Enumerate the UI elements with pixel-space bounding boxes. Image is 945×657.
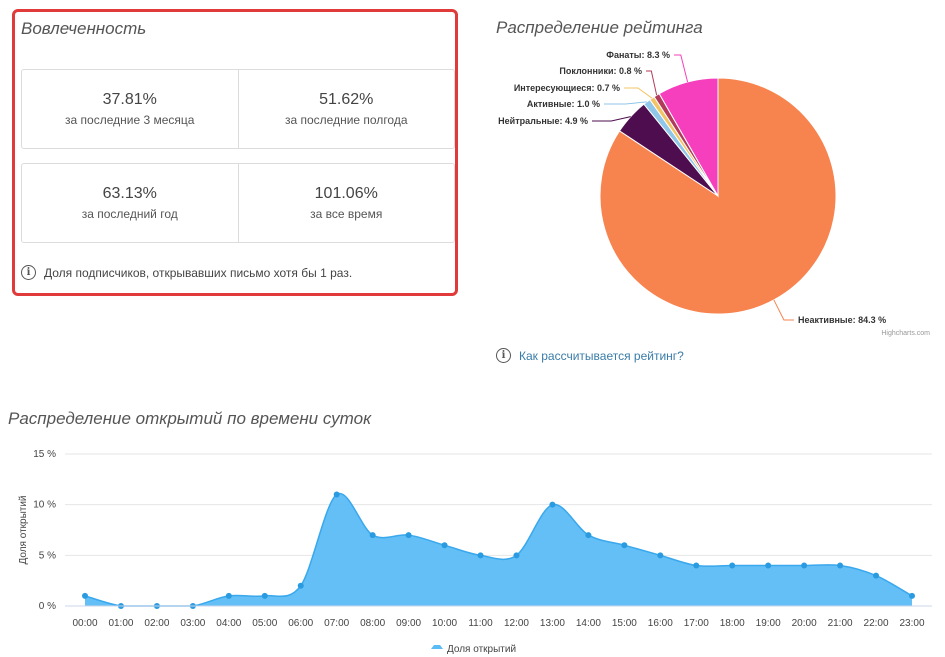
x-tick-label: 22:00 — [864, 618, 889, 629]
pie-connector — [592, 116, 631, 122]
pie-data-label: Неактивные: 84.3 % — [798, 315, 886, 325]
metric-value: 51.62% — [319, 91, 374, 108]
metric-label: за последний год — [81, 207, 178, 221]
legend-item-label[interactable]: Доля открытий — [447, 644, 516, 655]
data-point[interactable] — [693, 562, 700, 569]
x-tick-label: 06:00 — [288, 618, 313, 629]
data-point[interactable] — [873, 572, 880, 579]
data-point[interactable] — [621, 542, 628, 549]
rating-title: Распределение рейтинга — [496, 18, 703, 37]
x-tick-label: 07:00 — [324, 618, 349, 629]
pie-data-label: Активные: 1.0 % — [527, 99, 600, 109]
x-tick-label: 14:00 — [576, 618, 601, 629]
metric-label: за все время — [310, 207, 383, 221]
data-point[interactable] — [82, 592, 88, 599]
chart-credits: Highcharts.com — [881, 330, 930, 337]
engagement-note-text: Доля подписчиков, открывавших письмо хот… — [44, 265, 353, 280]
y-tick-label: 0 % — [39, 601, 56, 612]
engagement-card: Вовлеченность 37.81% за последние 3 меся… — [12, 9, 458, 296]
x-tick-label: 05:00 — [252, 618, 277, 629]
metric-all-time: 101.06% за все время — [237, 164, 455, 242]
data-point[interactable] — [837, 562, 844, 569]
pie-connector — [624, 87, 653, 99]
pie-slice[interactable] — [658, 77, 719, 198]
x-tick-label: 11:00 — [468, 618, 493, 629]
x-tick-label: 17:00 — [684, 618, 709, 629]
x-tick-label: 23:00 — [899, 618, 924, 629]
metrics-row-1: 37.81% за последние 3 месяца 51.62% за п… — [21, 69, 455, 149]
data-point[interactable] — [909, 592, 915, 599]
rating-help-link[interactable]: Как рассчитывается рейтинг? — [519, 348, 684, 363]
metric-half-year: 51.62% за последние полгода — [237, 70, 455, 148]
pie-connector — [604, 101, 647, 105]
legend-symbol-icon[interactable] — [431, 645, 443, 649]
metric-value: 101.06% — [314, 185, 378, 202]
data-point[interactable] — [333, 491, 340, 498]
x-tick-label: 18:00 — [720, 618, 745, 629]
rating-pie-chart: Неактивные: 84.3 % Нейтральные: 4.9 % Акти… — [498, 50, 930, 337]
x-tick-label: 03:00 — [180, 618, 205, 629]
engagement-note: i Доля подписчиков, открывавших письмо х… — [21, 265, 352, 280]
data-point[interactable] — [297, 582, 304, 589]
data-point[interactable] — [261, 592, 268, 599]
metrics-row-2: 63.13% за последний год 101.06% за все в… — [21, 163, 455, 243]
area-fill — [85, 493, 912, 606]
pie-connector — [674, 54, 689, 83]
data-point[interactable] — [801, 562, 808, 569]
pie-data-label: Фанаты: 8.3 % — [606, 50, 670, 60]
metric-label: за последние полгода — [284, 113, 408, 127]
data-point[interactable] — [405, 532, 412, 539]
pie-data-label: Интересующиеся: 0.7 % — [514, 83, 620, 93]
data-point[interactable] — [225, 592, 232, 599]
y-tick-label: 5 % — [39, 550, 56, 561]
data-point[interactable] — [585, 532, 592, 539]
engagement-title: Вовлеченность — [21, 19, 147, 38]
metric-label: за последние 3 месяца — [65, 113, 195, 127]
data-point[interactable] — [549, 501, 556, 508]
x-tick-label: 13:00 — [540, 618, 565, 629]
x-tick-label: 01:00 — [108, 618, 133, 629]
x-tick-label: 08:00 — [360, 618, 385, 629]
x-tick-label: 12:00 — [504, 618, 529, 629]
y-tick-label: 10 % — [33, 500, 56, 511]
metric-year: 63.13% за последний год — [22, 164, 238, 242]
hours-area-chart: 0 % 5 % 10 % 15 % Доля открытий 00:00 01:00 02:… — [18, 449, 932, 655]
x-tick-label: 21:00 — [828, 618, 853, 629]
rating-help: i Как рассчитывается рейтинг? — [496, 348, 684, 363]
y-axis-label: Доля открытий — [18, 495, 29, 564]
data-point[interactable] — [657, 552, 664, 559]
metric-value: 37.81% — [102, 91, 157, 108]
pie-data-label: Поклонники: 0.8 % — [559, 66, 642, 76]
data-point[interactable] — [441, 542, 448, 549]
data-point[interactable] — [369, 532, 376, 539]
metric-3-months: 37.81% за последние 3 месяца — [22, 70, 238, 148]
x-tick-label: 19:00 — [756, 618, 781, 629]
data-point[interactable] — [765, 562, 772, 569]
x-tick-label: 16:00 — [648, 618, 673, 629]
data-point[interactable] — [513, 552, 520, 559]
x-tick-label: 04:00 — [216, 618, 241, 629]
hours-title: Распределение открытий по времени суток — [8, 409, 372, 428]
x-tick-label: 02:00 — [144, 618, 169, 629]
x-tick-label: 00:00 — [72, 618, 97, 629]
metric-value: 63.13% — [102, 185, 157, 202]
x-tick-label: 09:00 — [396, 618, 421, 629]
x-tick-label: 10:00 — [432, 618, 457, 629]
y-tick-label: 15 % — [33, 449, 56, 460]
x-tick-label: 20:00 — [792, 618, 817, 629]
pie-connector — [646, 70, 658, 96]
info-icon: i — [496, 348, 511, 363]
data-point[interactable] — [729, 562, 736, 569]
data-point[interactable] — [477, 552, 484, 559]
x-tick-label: 15:00 — [612, 618, 637, 629]
info-icon: i — [21, 265, 36, 280]
pie-data-label: Нейтральные: 4.9 % — [498, 116, 588, 126]
pie-connector — [773, 299, 794, 321]
